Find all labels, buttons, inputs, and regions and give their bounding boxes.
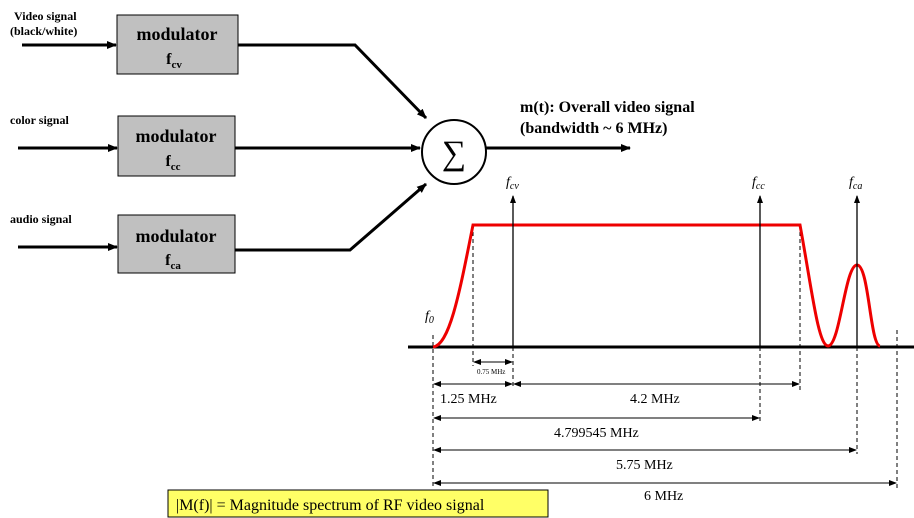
symbol: f [166, 51, 172, 68]
symbol: f [165, 252, 171, 269]
input-label: (black/white) [10, 24, 77, 38]
subscript: cc [756, 181, 765, 192]
origin-label: f0 [425, 309, 434, 326]
arrow [235, 182, 427, 252]
subscript: cv [510, 181, 519, 192]
subscript: cv [171, 59, 182, 71]
carrier-label: fca [849, 175, 862, 192]
input-label: audio signal [10, 212, 72, 226]
modulator: modulator fca [117, 214, 236, 274]
carrier-label: fcc [752, 175, 765, 192]
output-label: m(t): Overall video signal [520, 99, 695, 116]
dimension-label: 0.75 MHz [477, 368, 505, 376]
input-label: Video signal [14, 9, 77, 23]
output-label: (bandwidth ~ 6 MHz) [520, 120, 667, 137]
dimension-arrows [433, 359, 897, 486]
dashed-guides [432, 225, 898, 488]
dimension-label: 6 MHz [644, 489, 683, 504]
dimension-label: 4.799545 MHz [554, 426, 639, 441]
symbol: f [752, 175, 758, 190]
summer-symbol: ∑ [442, 135, 466, 172]
dimension-label: 1.25 MHz [440, 392, 497, 407]
carrier-label: fcv [506, 175, 519, 192]
symbol: f [506, 175, 512, 190]
modulator-title: modulator [136, 126, 217, 146]
subscript: ca [170, 260, 181, 272]
modulator-title: modulator [137, 24, 218, 44]
dimension-label: 5.75 MHz [616, 458, 673, 473]
caption-box [167, 489, 549, 518]
symbol: f [165, 153, 171, 170]
dimension-label: 4.2 MHz [630, 392, 680, 407]
modulator-freq: fcc [165, 153, 180, 173]
modulator-title: modulator [136, 226, 217, 246]
modulator: modulator fcc [117, 115, 236, 177]
symbol: f [425, 309, 431, 324]
modulator: modulator fcv [116, 14, 239, 75]
modulator-freq: fcv [166, 51, 182, 71]
modulator-freq: fca [165, 252, 181, 272]
subscript: ca [853, 181, 862, 192]
caption: |M(f)| = Magnitude spectrum of RF video … [176, 497, 485, 514]
subscript: 0 [429, 315, 434, 326]
subscript: cc [171, 161, 181, 173]
input-label: color signal [10, 113, 69, 127]
arrow [238, 43, 428, 120]
spectrum-curve [432, 223, 881, 349]
symbol: f [849, 175, 855, 190]
summer [421, 119, 487, 185]
